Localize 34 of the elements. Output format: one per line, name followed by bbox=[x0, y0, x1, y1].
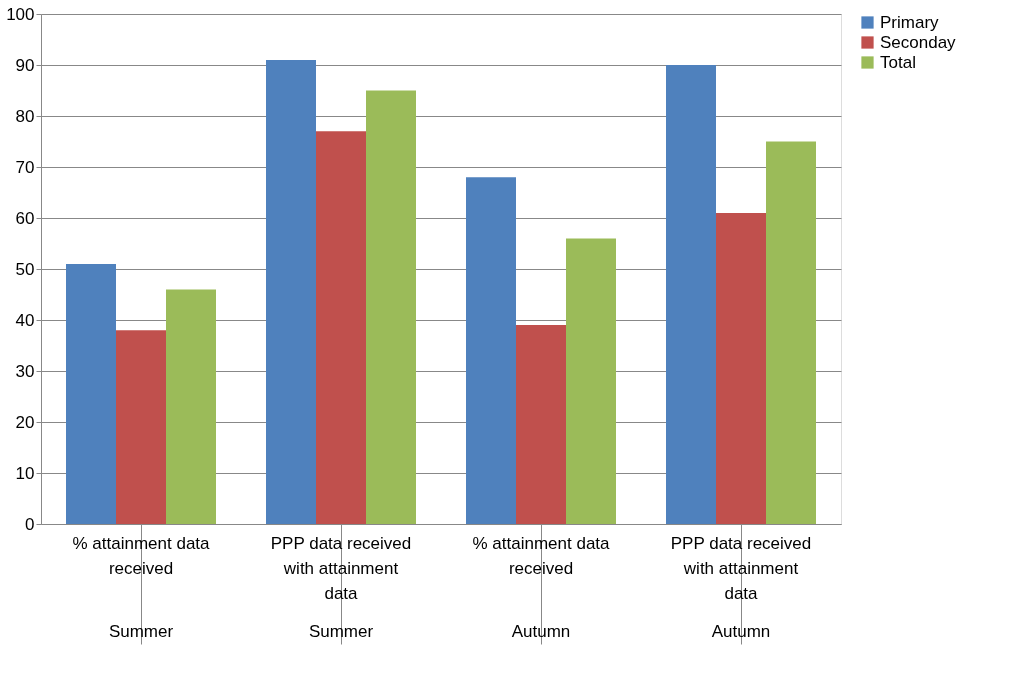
bar bbox=[516, 325, 566, 524]
text: Autumn bbox=[711, 622, 771, 641]
y-tick-label: 100 bbox=[6, 4, 35, 24]
y-tick-label: 60 bbox=[15, 208, 35, 228]
bar bbox=[466, 177, 516, 524]
y-tick-label: 0 bbox=[25, 514, 35, 534]
y-tick-label: 90 bbox=[15, 55, 35, 75]
y-tick-label: 70 bbox=[15, 157, 35, 177]
x-tick-label: % attainment data received bbox=[72, 534, 211, 578]
y-tick-label: 20 bbox=[15, 412, 35, 432]
bar bbox=[266, 59, 316, 524]
x-tick-label: PPP data received with attainment data bbox=[670, 534, 812, 603]
bar bbox=[366, 90, 416, 524]
bar bbox=[166, 289, 216, 524]
bar bbox=[766, 141, 816, 524]
bar bbox=[66, 263, 116, 524]
x-tick-label: % attainment data received bbox=[472, 534, 611, 578]
legend-label: Seconday bbox=[880, 32, 957, 52]
bar bbox=[316, 131, 366, 524]
x-tick-label: PPP data received with attainment data bbox=[270, 534, 412, 603]
text: Autumn bbox=[511, 622, 571, 641]
text: Summer bbox=[308, 622, 374, 641]
y-tick-label: 30 bbox=[15, 361, 35, 381]
y-tick-label: 50 bbox=[15, 259, 35, 279]
bar bbox=[666, 65, 716, 524]
legend-label: Primary bbox=[880, 12, 940, 32]
legend-label: Total bbox=[880, 52, 916, 72]
y-tick-label: 80 bbox=[15, 106, 35, 126]
bar bbox=[116, 330, 166, 524]
bar bbox=[716, 212, 766, 524]
bar bbox=[566, 238, 616, 524]
text: Summer bbox=[108, 622, 174, 641]
y-tick-label: 10 bbox=[15, 463, 35, 483]
y-tick-label: 40 bbox=[15, 310, 35, 330]
